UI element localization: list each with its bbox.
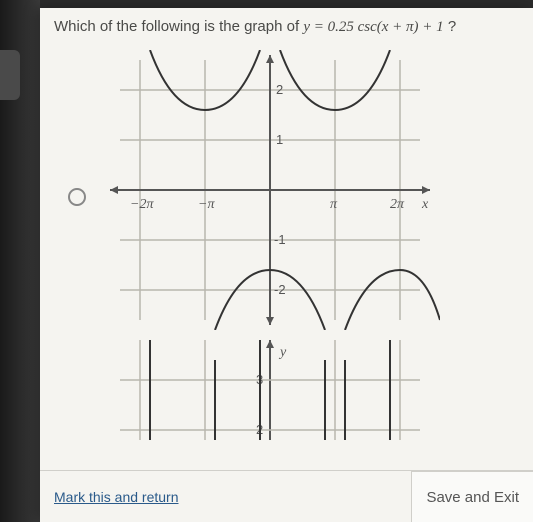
ytick-2: 2 (276, 82, 283, 97)
graph-svg-2: y 3 2 (100, 340, 440, 440)
xtick--2pi: −2π (130, 197, 154, 212)
question-prefix: Which of the following is the graph of (54, 18, 303, 35)
question-text: Which of the following is the graph of y… (40, 8, 533, 40)
curve-branch-4 (345, 270, 440, 330)
answer-option-graph-1: −2π −π π 2π x 2 1 -1 -2 (100, 50, 440, 330)
bottom-toolbar: Mark this and return Save and Exit (40, 470, 533, 522)
xtick--pi: −π (198, 197, 215, 212)
answer-option-graph-2: y 3 2 (100, 340, 440, 440)
app-chrome-left (0, 0, 40, 522)
ytick--2: -2 (274, 282, 286, 297)
ytick-1: 1 (276, 132, 283, 147)
xtick-2pi: 2π (390, 197, 405, 212)
option-radio[interactable] (68, 188, 86, 206)
quiz-page: Which of the following is the graph of y… (40, 8, 533, 522)
save-and-exit-button[interactable]: Save and Exit (411, 471, 533, 522)
ytick--1: -1 (274, 232, 286, 247)
x-axis-label: x (421, 197, 429, 212)
mark-and-return-link[interactable]: Mark this and return (54, 489, 179, 505)
y-axis-label-2: y (278, 345, 287, 360)
graph-svg-1: −2π −π π 2π x 2 1 -1 -2 (100, 50, 440, 330)
side-tab[interactable] (0, 50, 20, 100)
question-formula: y = 0.25 csc(x + π) + 1 (303, 19, 443, 35)
question-suffix: ? (448, 18, 456, 35)
xtick-pi: π (330, 197, 338, 212)
